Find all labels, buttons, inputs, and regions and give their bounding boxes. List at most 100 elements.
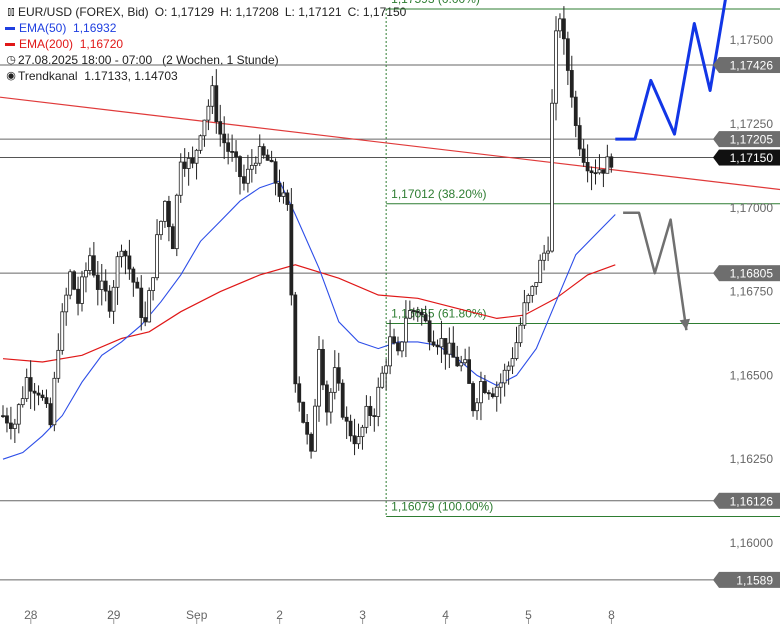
candle[interactable] bbox=[174, 193, 179, 257]
legend-ema50-row[interactable]: EMA(50) 1,16932 bbox=[4, 20, 406, 36]
candle[interactable] bbox=[344, 406, 349, 439]
level-price-badge[interactable]: 1,1589 bbox=[713, 571, 780, 588]
level-price-badge[interactable]: 1,17426 bbox=[713, 57, 780, 74]
candle[interactable] bbox=[245, 154, 250, 193]
candle[interactable] bbox=[166, 195, 171, 242]
candle[interactable] bbox=[581, 139, 586, 167]
candle[interactable] bbox=[206, 99, 211, 131]
candle[interactable] bbox=[281, 181, 286, 204]
candle[interactable] bbox=[293, 291, 298, 393]
candle[interactable] bbox=[577, 117, 582, 157]
candle[interactable] bbox=[88, 247, 92, 276]
candle[interactable] bbox=[317, 335, 321, 422]
candle[interactable] bbox=[479, 371, 483, 421]
candle[interactable] bbox=[494, 381, 499, 412]
candle[interactable] bbox=[451, 326, 456, 358]
candle[interactable] bbox=[155, 219, 159, 281]
candle[interactable] bbox=[76, 276, 80, 316]
candle[interactable] bbox=[336, 352, 341, 391]
candle[interactable] bbox=[435, 339, 440, 355]
candle[interactable] bbox=[72, 270, 76, 291]
candle[interactable] bbox=[332, 350, 337, 400]
candle[interactable] bbox=[12, 418, 17, 443]
candle[interactable] bbox=[467, 346, 472, 384]
candle[interactable] bbox=[593, 159, 598, 185]
candle[interactable] bbox=[431, 330, 436, 348]
candle[interactable] bbox=[1, 405, 5, 418]
candle[interactable] bbox=[143, 301, 148, 327]
candle[interactable] bbox=[277, 169, 282, 203]
candle[interactable] bbox=[498, 373, 503, 404]
candle[interactable] bbox=[242, 164, 246, 191]
candle[interactable] bbox=[321, 339, 325, 391]
candle[interactable] bbox=[60, 303, 65, 355]
candle[interactable] bbox=[455, 345, 460, 367]
candle[interactable] bbox=[427, 311, 432, 351]
candle[interactable] bbox=[119, 244, 124, 268]
candle[interactable] bbox=[471, 381, 475, 417]
candle[interactable] bbox=[40, 389, 45, 401]
candle[interactable] bbox=[411, 307, 416, 321]
candle[interactable] bbox=[285, 189, 290, 211]
candle[interactable] bbox=[36, 385, 41, 406]
candle[interactable] bbox=[111, 280, 116, 324]
candle[interactable] bbox=[356, 423, 361, 449]
candle[interactable] bbox=[20, 386, 25, 408]
candle[interactable] bbox=[186, 152, 191, 186]
candle[interactable] bbox=[368, 396, 373, 427]
candle[interactable] bbox=[131, 266, 136, 297]
legend-trend-row[interactable]: ◉ Trendkanal 1.17133, 1.14703 bbox=[4, 68, 406, 84]
candle[interactable] bbox=[558, 13, 562, 38]
candle[interactable] bbox=[170, 223, 175, 250]
candle[interactable] bbox=[573, 90, 578, 138]
level-price-badge[interactable]: 1,17205 bbox=[713, 131, 780, 148]
candle[interactable] bbox=[80, 270, 84, 312]
candle[interactable] bbox=[550, 89, 554, 253]
candle[interactable] bbox=[518, 317, 523, 347]
candle[interactable] bbox=[364, 395, 369, 434]
candle[interactable] bbox=[48, 397, 53, 428]
candle[interactable] bbox=[328, 388, 333, 424]
candle[interactable] bbox=[8, 406, 13, 440]
candle[interactable] bbox=[530, 285, 535, 303]
candle[interactable] bbox=[419, 308, 424, 326]
candle[interactable] bbox=[589, 166, 594, 191]
candle[interactable] bbox=[463, 348, 468, 366]
current-price-badge[interactable]: 1,17150 bbox=[713, 149, 780, 166]
candle[interactable] bbox=[482, 374, 487, 395]
candle[interactable] bbox=[234, 140, 238, 172]
candle[interactable] bbox=[44, 389, 49, 408]
candle[interactable] bbox=[24, 368, 29, 402]
candle[interactable] bbox=[249, 149, 254, 183]
candle[interactable] bbox=[182, 148, 187, 177]
candle[interactable] bbox=[388, 319, 393, 375]
candle[interactable] bbox=[502, 363, 507, 397]
candle[interactable] bbox=[230, 134, 235, 162]
candle[interactable] bbox=[226, 133, 231, 165]
candle[interactable] bbox=[16, 403, 21, 434]
candle[interactable] bbox=[309, 432, 314, 459]
level-price-badge[interactable]: 1,16126 bbox=[713, 492, 780, 509]
ema200-line[interactable] bbox=[2, 264, 616, 363]
candle[interactable] bbox=[486, 389, 491, 400]
candle[interactable] bbox=[475, 398, 479, 420]
candle[interactable] bbox=[261, 143, 266, 159]
level-price-badge[interactable]: 1,16805 bbox=[713, 265, 780, 282]
candle[interactable] bbox=[194, 148, 199, 180]
candle[interactable] bbox=[490, 387, 495, 399]
candle[interactable] bbox=[447, 327, 452, 369]
candle[interactable] bbox=[222, 116, 227, 160]
candle[interactable] bbox=[585, 144, 590, 183]
candle[interactable] bbox=[305, 413, 310, 445]
candle[interactable] bbox=[56, 333, 61, 383]
candle[interactable] bbox=[392, 328, 396, 345]
candle[interactable] bbox=[107, 285, 112, 318]
candle[interactable] bbox=[538, 254, 543, 284]
candle[interactable] bbox=[569, 55, 574, 108]
candle[interactable] bbox=[348, 414, 353, 442]
candle[interactable] bbox=[510, 347, 515, 375]
candle[interactable] bbox=[423, 305, 428, 323]
candle[interactable] bbox=[210, 75, 215, 115]
candle[interactable] bbox=[407, 300, 412, 320]
